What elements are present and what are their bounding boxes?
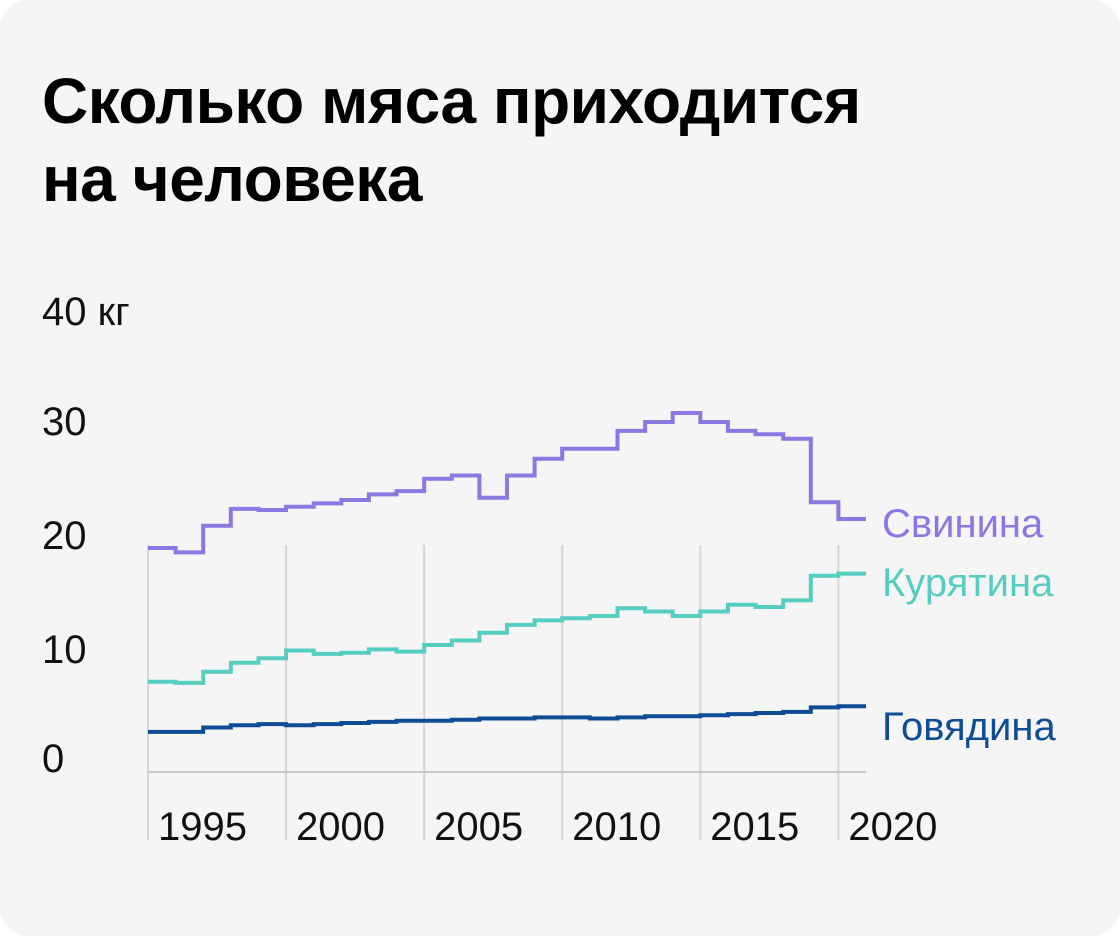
series-label-0: Свинина <box>882 502 1044 546</box>
y-axis-ticks: 0 10 20 30 40 кг <box>42 290 130 781</box>
chart-title: Сколько мяса приходится на человека <box>42 62 1042 218</box>
y-tick-label-40: 40 кг <box>42 290 130 334</box>
y-tick-label-10: 10 <box>42 628 87 672</box>
series-line-1 <box>148 571 866 685</box>
series-label-2: Говядина <box>882 705 1056 749</box>
x-tick-label-2005: 2005 <box>434 805 523 849</box>
series-lines <box>148 411 866 734</box>
series-line-2 <box>148 704 866 734</box>
gridlines <box>147 545 840 840</box>
chart-title-line-1: Сколько мяса приходится <box>42 65 861 137</box>
x-tick-label-2015: 2015 <box>710 805 799 849</box>
y-tick-label-0: 0 <box>42 737 64 781</box>
series-line-0 <box>148 411 866 555</box>
x-axis-ticks: 1995 2000 2005 2010 2015 2020 <box>158 805 937 849</box>
y-tick-label-30: 30 <box>42 400 87 444</box>
x-tick-label-2000: 2000 <box>296 805 385 849</box>
y-tick-label-20: 20 <box>42 514 87 558</box>
x-tick-label-1995: 1995 <box>158 805 247 849</box>
series-label-1: Курятина <box>882 561 1054 605</box>
x-tick-label-2020: 2020 <box>848 805 937 849</box>
chart-title-line-2: на человека <box>42 143 422 215</box>
series-labels: Свинина Курятина Говядина <box>882 502 1056 749</box>
x-tick-label-2010: 2010 <box>572 805 661 849</box>
